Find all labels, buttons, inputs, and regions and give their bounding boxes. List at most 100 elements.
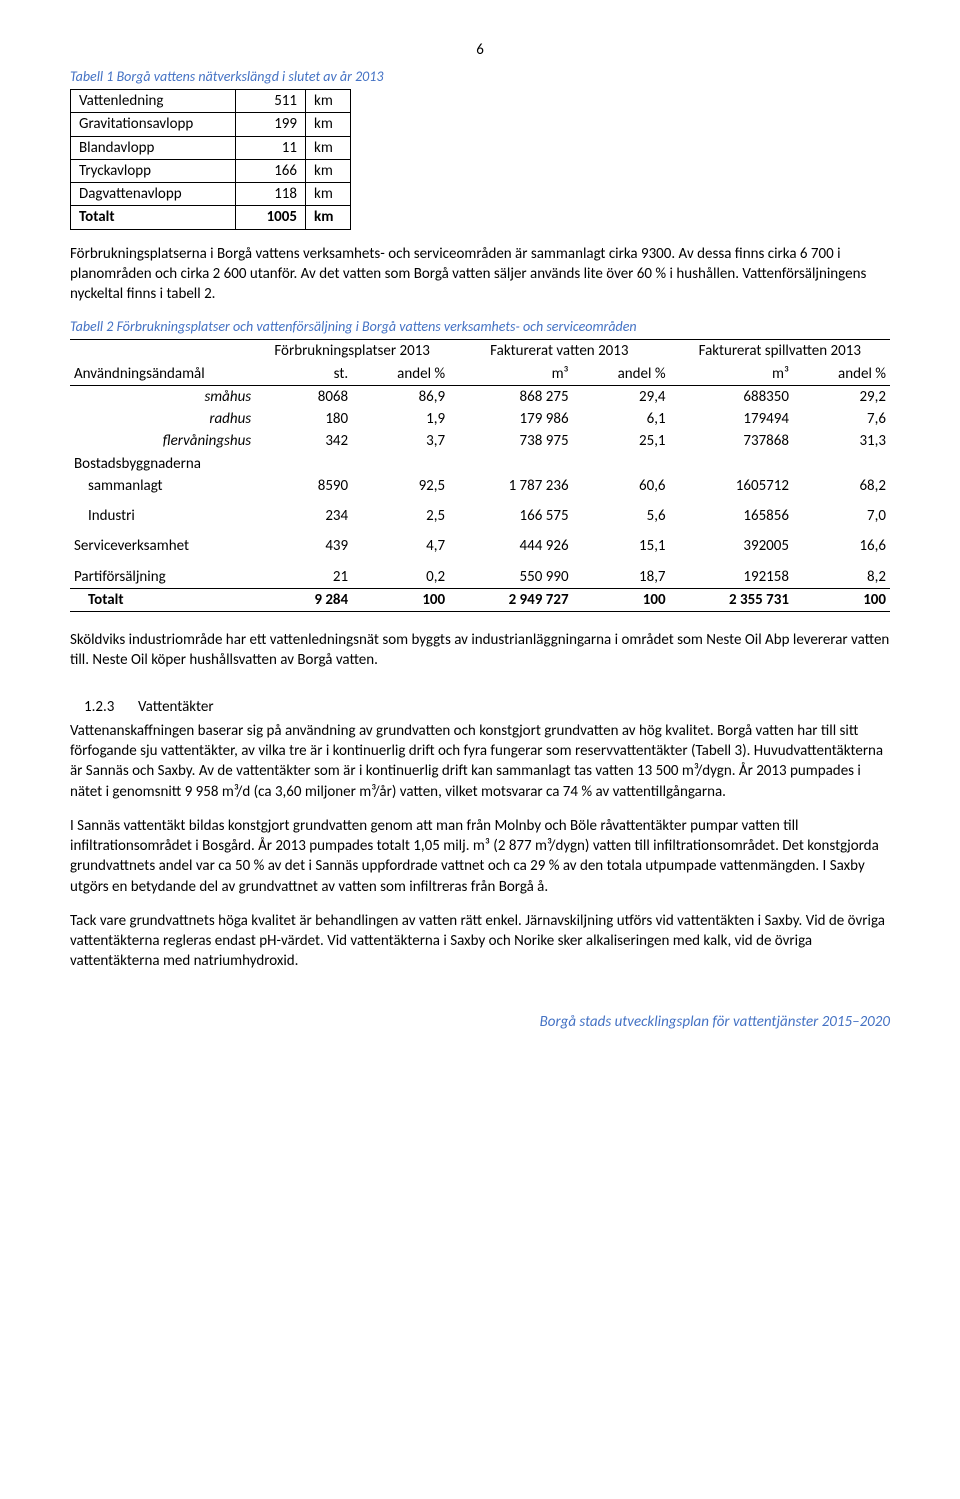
t2-h-g2: Fakturerat vatten 2013: [449, 340, 669, 363]
table-row: Gravitationsavlopp199km: [71, 113, 351, 136]
t2-h-c4: andel %: [573, 363, 670, 386]
cell: 7,6: [793, 408, 890, 430]
cell: 31,3: [793, 430, 890, 452]
cell: 7,0: [793, 505, 890, 527]
cell: 15,1: [573, 535, 670, 557]
table-row: flervåningshus3423,7738 97525,173786831,…: [70, 430, 890, 452]
t1-label: Dagvattenavlopp: [71, 183, 236, 206]
t2-h-c0: Användningsändamål: [70, 340, 255, 386]
table-row: Industri2342,5166 5755,61658567,0: [70, 505, 890, 527]
t2-h-c1: st.: [255, 363, 352, 386]
cell: 86,9: [352, 385, 449, 408]
table1-caption: Tabell 1 Borgå vattens nätverkslängd i s…: [70, 68, 890, 87]
cell: 688350: [670, 385, 793, 408]
cell: 180: [255, 408, 352, 430]
cell: 92,5: [352, 475, 449, 497]
table-row-total: Totalt1005km: [71, 206, 351, 229]
section-number: 1.2.3: [84, 697, 138, 717]
t2-label: Industri: [70, 505, 255, 527]
t1-unit: km: [306, 183, 351, 206]
t2-sub-label2: sammanlagt: [70, 475, 255, 497]
cell: 2 949 727: [449, 588, 572, 611]
t2-label: radhus: [70, 408, 255, 430]
page-footer: Borgå stads utvecklingsplan för vattentj…: [70, 1012, 890, 1032]
paragraph-5: Tack vare grundvattnets höga kvalitet är…: [70, 911, 890, 972]
cell: 29,4: [573, 385, 670, 408]
t1-label: Tryckavlopp: [71, 159, 236, 182]
t1-unit: km: [306, 136, 351, 159]
cell: 2 355 731: [670, 588, 793, 611]
page-number: 6: [70, 40, 890, 60]
cell: 60,6: [573, 475, 670, 497]
t1-label: Gravitationsavlopp: [71, 113, 236, 136]
cell: 8590: [255, 475, 352, 497]
cell: 16,6: [793, 535, 890, 557]
cell: 9 284: [255, 588, 352, 611]
cell: 234: [255, 505, 352, 527]
cell: 4,7: [352, 535, 449, 557]
table-row-subtotal: Bostadsbyggnaderna: [70, 453, 890, 475]
cell: 3,7: [352, 430, 449, 452]
paragraph-1: Förbrukningsplatserna i Borgå vattens ve…: [70, 244, 890, 305]
cell: 1,9: [352, 408, 449, 430]
cell: 6,1: [573, 408, 670, 430]
t1-val: 11: [236, 136, 306, 159]
t2-h-c3: m³: [449, 363, 572, 386]
table-row: Blandavlopp11km: [71, 136, 351, 159]
table-row-total: Totalt9 2841002 949 7271002 355 731100: [70, 588, 890, 611]
cell: 29,2: [793, 385, 890, 408]
paragraph-2: Sköldviks industriområde har ett vattenl…: [70, 630, 890, 671]
cell: 68,2: [793, 475, 890, 497]
cell: 192158: [670, 566, 793, 589]
table-row: radhus1801,9179 9866,11794947,6: [70, 408, 890, 430]
cell: 738 975: [449, 430, 572, 452]
t1-val: 199: [236, 113, 306, 136]
cell: 179 986: [449, 408, 572, 430]
table-row: småhus806886,9868 27529,468835029,2: [70, 385, 890, 408]
cell: 444 926: [449, 535, 572, 557]
cell: 8068: [255, 385, 352, 408]
t2-h-c5: m³: [670, 363, 793, 386]
t1-unit: km: [306, 90, 351, 113]
t1-label: Blandavlopp: [71, 136, 236, 159]
cell: 100: [793, 588, 890, 611]
table-row: Vattenledning511km: [71, 90, 351, 113]
cell: 100: [352, 588, 449, 611]
table-row: Partiförsäljning210,2550 99018,71921588,…: [70, 566, 890, 589]
t2-sub-label1: Bostadsbyggnaderna: [70, 453, 255, 475]
t2-h-c6: andel %: [793, 363, 890, 386]
cell: 18,7: [573, 566, 670, 589]
cell: 5,6: [573, 505, 670, 527]
section-title: Vattentäkter: [138, 698, 214, 716]
t1-total-label: Totalt: [71, 206, 236, 229]
t1-unit: km: [306, 113, 351, 136]
table2: Användningsändamål Förbrukningsplatser 2…: [70, 339, 890, 612]
cell: 21: [255, 566, 352, 589]
t2-label: flervåningshus: [70, 430, 255, 452]
table-row: Tryckavlopp166km: [71, 159, 351, 182]
t1-total-val: 1005: [236, 206, 306, 229]
cell: 166 575: [449, 505, 572, 527]
cell: 550 990: [449, 566, 572, 589]
t1-val: 511: [236, 90, 306, 113]
cell: 8,2: [793, 566, 890, 589]
t1-label: Vattenledning: [71, 90, 236, 113]
cell: 392005: [670, 535, 793, 557]
t2-label: Serviceverksamhet: [70, 535, 255, 557]
table-row-subtotal: sammanlagt859092,51 787 23660,6160571268…: [70, 475, 890, 497]
paragraph-4: I Sannäs vattentäkt bildas konstgjort gr…: [70, 816, 890, 897]
cell: 179494: [670, 408, 793, 430]
cell: 737868: [670, 430, 793, 452]
cell: 0,2: [352, 566, 449, 589]
t2-h-g1: Förbrukningsplatser 2013: [255, 340, 449, 363]
cell: 2,5: [352, 505, 449, 527]
t1-unit: km: [306, 159, 351, 182]
table1: Vattenledning511km Gravitationsavlopp199…: [70, 89, 351, 230]
cell: 100: [573, 588, 670, 611]
section-heading: 1.2.3Vattentäkter: [84, 697, 890, 717]
cell: 165856: [670, 505, 793, 527]
cell: 342: [255, 430, 352, 452]
t2-label: Partiförsäljning: [70, 566, 255, 589]
cell: 1605712: [670, 475, 793, 497]
cell: 868 275: [449, 385, 572, 408]
